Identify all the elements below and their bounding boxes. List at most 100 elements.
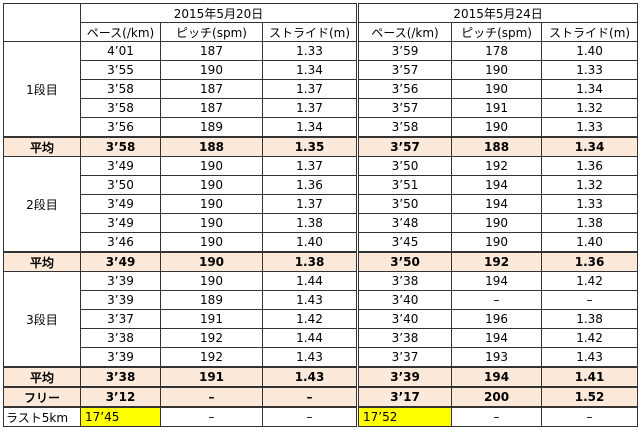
data-cell: 191 xyxy=(160,309,263,329)
data-cell: 3’40 xyxy=(356,290,453,310)
date-header: 2015年5月20日 xyxy=(79,3,359,23)
data-cell: – xyxy=(451,406,543,427)
data-cell: 190 xyxy=(451,232,543,253)
data-row: 1段目 4’01 187 1.33 3’59 178 1.40 xyxy=(3,41,639,138)
data-cell: 1.36 xyxy=(541,156,639,176)
data-row: 3’55 190 1.34 3’57 190 1.33 xyxy=(4,60,639,80)
average-row: 平均 3’58 188 1.35 3’57 188 1.34 xyxy=(3,136,639,157)
data-cell: 3’58 xyxy=(356,117,453,138)
data-cell: 3’46 xyxy=(80,232,161,253)
data-cell: 200 xyxy=(451,386,543,408)
data-cell: 189 xyxy=(160,290,263,310)
section-label: 2段目 xyxy=(3,156,81,253)
column-header-row: ペース(/km) ピッチ(spm) ストライド(m) ペース(/km) ピッチ(spm)… xyxy=(4,22,639,42)
data-row: 3’50 190 1.36 3’51 194 1.32 xyxy=(4,175,639,195)
data-row: 3’49 190 1.38 3’48 190 1.38 xyxy=(4,213,639,233)
data-row: 3’39 192 1.43 3’37 193 1.43 xyxy=(4,347,639,368)
data-cell: 3’50 xyxy=(80,175,161,195)
data-cell: 194 xyxy=(451,366,543,388)
column-header: ストライド(m) xyxy=(541,22,639,42)
data-cell: – xyxy=(451,290,543,310)
data-cell: 194 xyxy=(451,175,543,195)
data-cell: 1.41 xyxy=(541,366,639,388)
data-cell: 17’45 xyxy=(80,406,161,427)
data-row: 3段目 3’39 190 1.44 3’38 194 1.42 xyxy=(3,271,639,368)
data-cell: 191 xyxy=(451,98,543,118)
data-cell: 190 xyxy=(160,60,263,80)
data-cell: 3’38 xyxy=(356,328,453,348)
column-header: ペース(/km) xyxy=(80,22,161,42)
data-cell: 3’49 xyxy=(80,156,161,176)
data-cell: 191 xyxy=(160,366,263,388)
data-cell: 1.43 xyxy=(261,290,359,310)
extra-row: ラスト5km 17’45– –17’52– – xyxy=(3,406,639,427)
data-cell: – xyxy=(261,406,359,427)
data-cell: 1.42 xyxy=(541,271,639,291)
data-cell: 1.37 xyxy=(261,98,359,118)
data-cell: 190 xyxy=(451,79,543,99)
data-cell: 187 xyxy=(160,41,263,61)
data-cell: 3’39 xyxy=(356,366,453,388)
data-cell: 3’59 xyxy=(356,41,453,61)
extra-row: フリー 3’12– –3’17 200 1.52 xyxy=(3,386,639,408)
data-row: 3’46 190 1.40 3’45 190 1.40 xyxy=(4,232,639,253)
data-cell: 1.34 xyxy=(261,60,359,80)
row-label: フリー xyxy=(3,386,81,408)
data-cell: – xyxy=(261,386,359,408)
data-cell: 1.43 xyxy=(261,347,359,368)
data-cell: 3’38 xyxy=(80,328,161,348)
data-cell: 1.33 xyxy=(261,41,359,61)
data-cell: 1.43 xyxy=(261,366,359,388)
average-label: 平均 xyxy=(3,136,81,157)
data-cell: 3’51 xyxy=(356,175,453,195)
data-cell: 3’39 xyxy=(80,271,161,291)
data-cell: 1.34 xyxy=(261,117,359,138)
data-cell: 3’12 xyxy=(80,386,161,408)
data-cell: 190 xyxy=(451,117,543,138)
data-cell: 1.40 xyxy=(541,41,639,61)
results-table: 2015年5月20日 2015年5月24日 ペース(/km) ピッチ(spm) ストライ… xyxy=(3,3,639,427)
data-cell: 3’57 xyxy=(356,98,453,118)
column-header: ペース(/km) xyxy=(356,22,453,42)
data-cell: 1.40 xyxy=(541,232,639,253)
data-cell: 3’56 xyxy=(356,79,453,99)
data-cell: 3’37 xyxy=(80,309,161,329)
data-cell: 190 xyxy=(160,232,263,253)
table-body: 2015年5月20日 2015年5月24日 ペース(/km) ピッチ(spm) ストライ… xyxy=(3,3,639,427)
data-cell: 194 xyxy=(451,194,543,214)
data-cell: 1.34 xyxy=(541,79,639,99)
data-cell: 3’45 xyxy=(356,232,453,253)
data-cell: 3’17 xyxy=(356,386,453,408)
data-cell: 4’01 xyxy=(80,41,161,61)
data-cell: 1.43 xyxy=(541,347,639,368)
data-cell: 3’37 xyxy=(356,347,453,368)
data-cell: 3’39 xyxy=(80,290,161,310)
data-cell: 1.33 xyxy=(541,117,639,138)
data-cell: 192 xyxy=(160,347,263,368)
data-cell: 1.34 xyxy=(541,136,639,157)
data-cell: 3’50 xyxy=(356,156,453,176)
data-cell: 187 xyxy=(160,79,263,99)
data-cell: 190 xyxy=(160,175,263,195)
section-label: 3段目 xyxy=(3,271,81,368)
data-row: 3’39 189 1.43 3’40– – xyxy=(4,290,639,310)
data-cell: 190 xyxy=(160,251,263,272)
data-cell: 1.42 xyxy=(261,309,359,329)
data-cell: – xyxy=(160,406,263,427)
data-cell: 3’49 xyxy=(80,194,161,214)
row-label: ラスト5km xyxy=(3,406,81,427)
data-cell: 187 xyxy=(160,98,263,118)
column-header: ピッチ(spm) xyxy=(451,22,543,42)
data-cell: 3’58 xyxy=(80,98,161,118)
data-cell: 192 xyxy=(451,156,543,176)
average-label: 平均 xyxy=(3,366,81,388)
column-header: ストライド(m) xyxy=(261,22,359,42)
average-label: 平均 xyxy=(3,251,81,272)
data-row: 3’58 187 1.37 3’57 191 1.32 xyxy=(4,98,639,118)
data-cell: 3’40 xyxy=(356,309,453,329)
data-cell: – xyxy=(541,290,639,310)
data-cell: – xyxy=(541,406,639,427)
data-cell: 1.35 xyxy=(261,136,359,157)
header-row: 2015年5月20日 2015年5月24日 xyxy=(3,3,639,42)
data-cell: 188 xyxy=(160,136,263,157)
